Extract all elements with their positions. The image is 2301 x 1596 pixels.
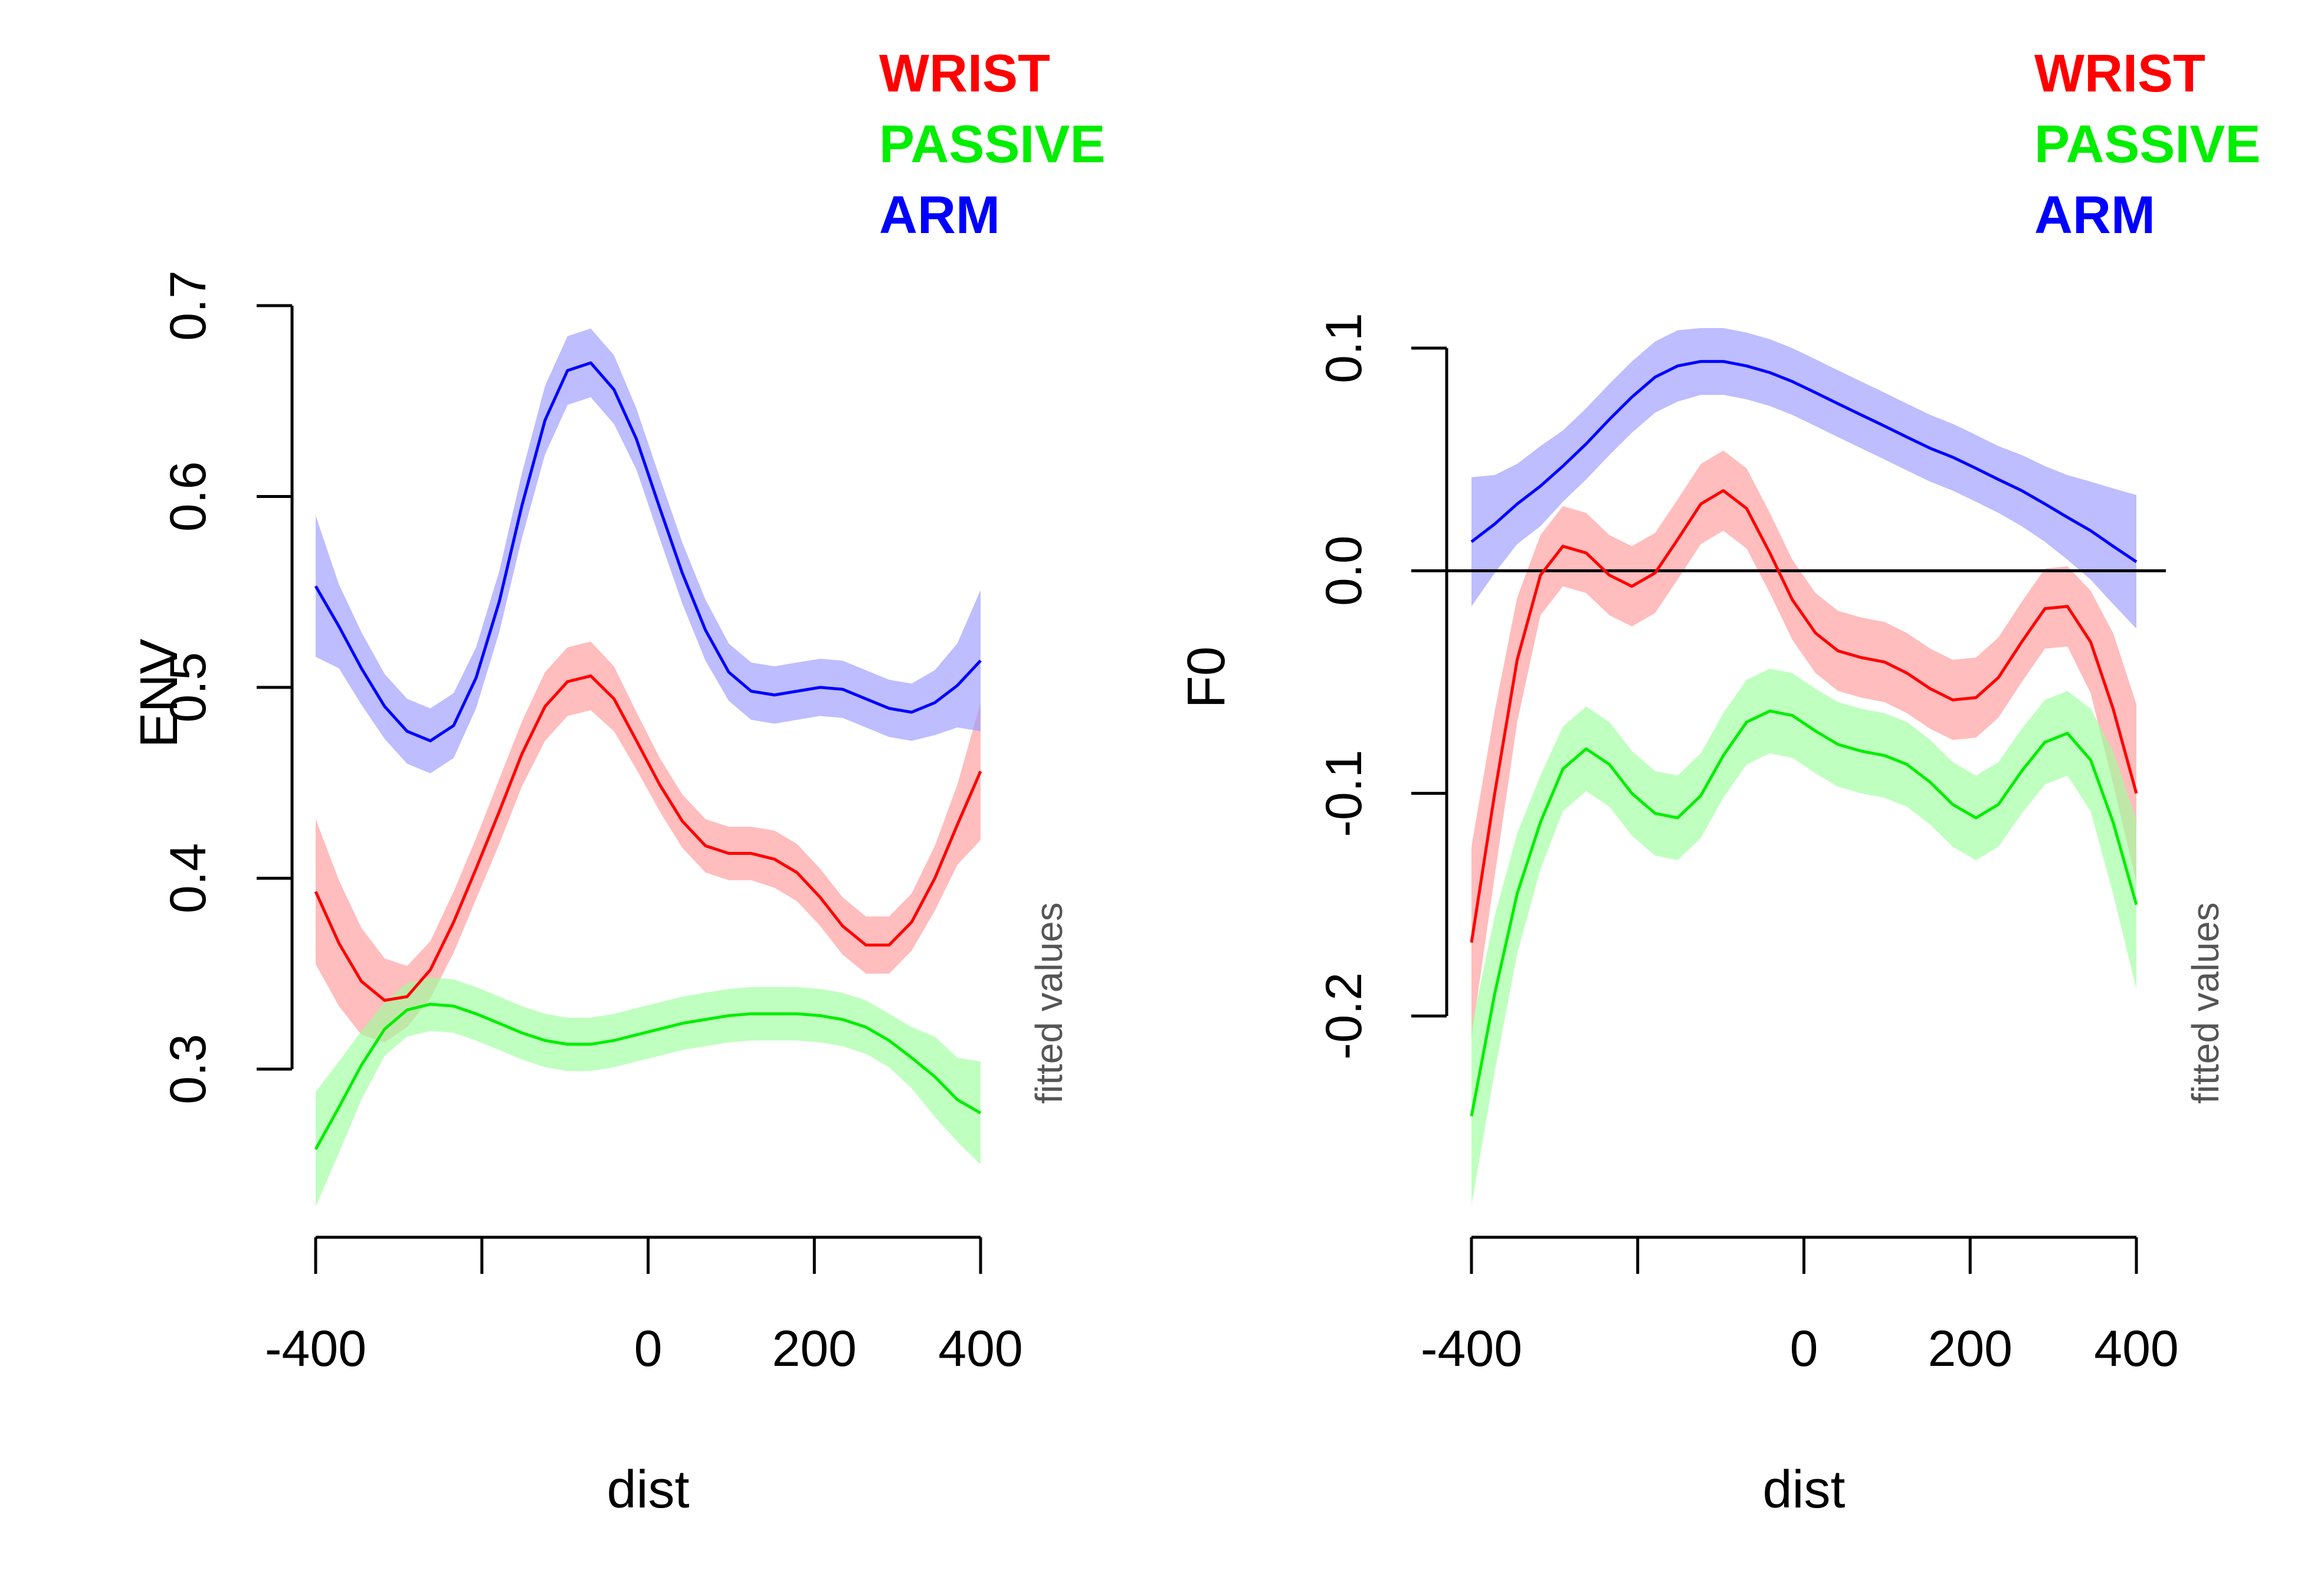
y-tick-label: 0.0 [1316,536,1372,607]
x-tick-label: -400 [1421,1320,1522,1377]
x-tick-label: 0 [634,1320,663,1377]
confidence-band-wrist [316,641,981,1043]
series-line-arm [314,361,982,743]
confidence-band-wrist [1471,450,2136,1038]
fitted-values-note: fitted values [2184,902,2227,1104]
y-tick-label: 0.1 [1316,313,1372,384]
x-tick-label: 0 [1790,1320,1818,1377]
x-axis-title: dist [1762,1460,1845,1519]
series-line-wrist [1470,489,2138,943]
legend-entry-wrist: WRIST [879,44,1050,103]
y-axis-title: F0 [1177,646,1236,708]
confidence-band-arm [316,328,981,774]
legend-entry-wrist: WRIST [2034,44,2205,103]
y-tick-label: -0.1 [1316,750,1372,837]
y-tick-label: 0.3 [160,1034,217,1105]
y-axis-title: ENV [130,638,189,748]
x-tick-label: -400 [265,1320,366,1377]
confidence-band-passive [1471,668,2136,1205]
y-tick-label: 0.6 [160,461,217,532]
legend: WRIST PASSIVE ARM [2034,44,2260,245]
y-tick-label: -0.2 [1316,972,1372,1060]
x-tick-label: 400 [2094,1320,2179,1377]
legend-entry-passive: PASSIVE [879,115,1105,174]
fitted-values-note: fitted values [1028,902,1070,1104]
legend-entry-passive: PASSIVE [2034,115,2260,174]
series-line-passive [1470,709,2138,1117]
y-tick-label: 0.4 [160,843,217,914]
legend: WRIST PASSIVE ARM [879,44,1105,245]
confidence-band-arm [1471,328,2136,629]
x-tick-label: 200 [1928,1320,2013,1377]
x-tick-label: 200 [772,1320,857,1377]
x-tick-label: 400 [938,1320,1023,1377]
chart-panel-1: 0.3 0.4 0.5 0.6 0.7 -400 0 200 400 dist ENV fitted … [130,44,1105,1519]
series-line-arm [1470,360,2138,563]
legend-entry-arm: ARM [879,186,1000,245]
series-line-passive [314,1002,982,1151]
x-axis-title: dist [607,1460,689,1519]
y-tick-label: 0.5 [160,652,217,723]
legend-entry-arm: ARM [2034,186,2155,245]
y-tick-label: 0.7 [160,270,217,341]
confidence-band-passive [316,977,981,1207]
chart-panel-2: -0.2 -0.1 0.0 0.1 -400 0 200 400 dist F0 fitted va… [1177,44,2260,1519]
series-line-wrist [314,674,982,1002]
